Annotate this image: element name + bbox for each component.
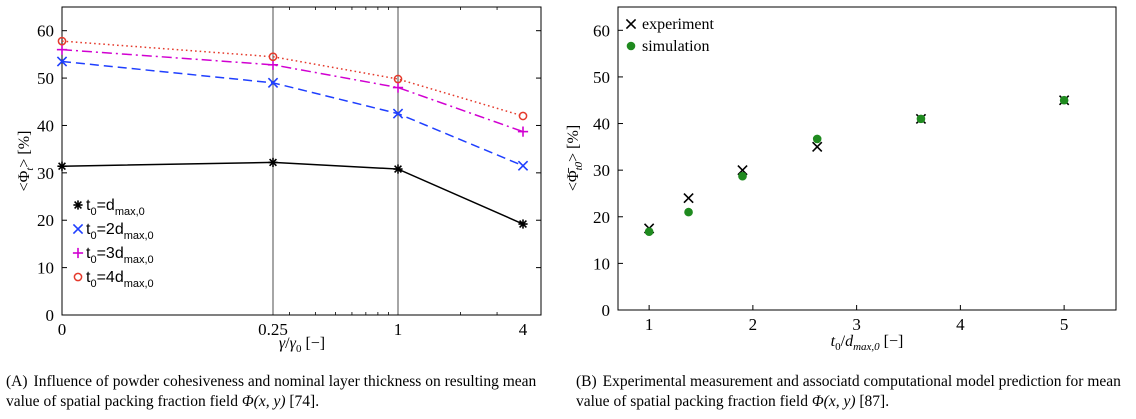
chart-a-series-line-4: [61, 40, 524, 117]
chart-a-point: [268, 157, 278, 168]
chart-a-point: [57, 36, 67, 46]
caption-a-ref: [74].: [285, 393, 320, 410]
chart-b-point-simulation: [684, 207, 693, 217]
chart-a-legend-marker: [73, 272, 83, 282]
chart-a-legend-label: t0=2dmax,0: [86, 221, 154, 242]
chart-a-legend-marker: [72, 223, 84, 235]
chart-a: 0 10 20 30 40 50 60 0 0.25 1 4 t0=dmax,0 t0=2dmax,…: [16, 6, 542, 355]
caption-b: (B) Experimental measurement and associat…: [576, 372, 1132, 412]
chart-a-point: [268, 52, 278, 62]
chart-b-xlabel: t0/dmax,0 [−]: [831, 333, 904, 353]
chart-b-xtick-label: 2: [749, 315, 758, 334]
chart-a-ytick-label: 40: [37, 116, 54, 135]
chart-b-legend-marker: [626, 41, 636, 51]
chart-a-xtick-label: 4: [519, 320, 528, 339]
caption-b-field: Φ(x, y): [811, 393, 856, 410]
chart-a-legend-label: t0=3dmax,0: [86, 245, 154, 266]
chart-b-point-simulation: [738, 171, 747, 181]
chart-a-series-line-1: [61, 161, 524, 225]
chart-a-ytick-label: 0: [46, 306, 55, 325]
caption-a-field: Φ(x, y): [241, 393, 286, 410]
chart-a-point: [392, 108, 404, 119]
chart-b-ytick-label: 60: [593, 21, 610, 40]
chart-a-point: [517, 160, 529, 171]
chart-a-series-line-2: [61, 60, 524, 167]
chart-a-point: [517, 126, 529, 137]
chart-a-ytick-label: 30: [37, 164, 54, 183]
chart-b-ytick-label: 10: [593, 254, 610, 273]
chart-a-series-line-3: [61, 48, 524, 133]
chart-b-xtick-label: 4: [956, 315, 965, 334]
caption-b-ref: [87].: [855, 393, 890, 410]
chart-b-legend-label: simulation: [642, 38, 710, 55]
caption-a-label: (A): [6, 373, 28, 390]
chart-a-point: [267, 77, 279, 88]
chart-a-ytick-label: 60: [37, 22, 54, 41]
chart-b-ytick-label: 50: [593, 68, 610, 87]
chart-a-ytick-label: 20: [37, 211, 54, 230]
chart-b-point-simulation: [1059, 95, 1069, 105]
chart-a-legend-marker: [72, 247, 84, 259]
chart-a-xtick-label: 1: [394, 320, 403, 339]
chart-b-ytick-label: 40: [593, 115, 610, 134]
chart-a-point: [393, 74, 403, 84]
chart-a-legend-label: t0=dmax,0: [86, 197, 145, 218]
caption-b-label: (B): [576, 373, 597, 390]
chart-a-point: [267, 59, 279, 70]
chart-a-ytick-label: 10: [37, 259, 54, 278]
chart-a-ytick-label: 50: [37, 69, 54, 88]
chart-a-point: [518, 111, 528, 121]
chart-b-ylabel: <Φ̄t0> [%]: [565, 125, 585, 191]
chart-b-point-simulation: [916, 114, 926, 124]
chart-b-point-simulation: [644, 227, 654, 236]
chart-a-plot-area: [61, 6, 542, 316]
chart-b-ytick-label: 0: [602, 301, 611, 320]
chart-b-point-experiment: [812, 141, 823, 153]
chart-a-point: [57, 161, 67, 171]
chart-b: 0 10 20 30 40 50 60 1 2 3 4 5 experiment simulation…: [565, 6, 1117, 353]
chart-b-ytick-label: 30: [593, 161, 610, 180]
chart-a-legend-marker: [73, 200, 83, 210]
chart-b-point-simulation: [812, 134, 822, 144]
chart-b-plot-area: [617, 6, 1117, 311]
chart-b-xtick-label: 1: [645, 315, 654, 334]
chart-b-xtick-label: 3: [852, 315, 861, 334]
chart-b-point-experiment: [683, 192, 694, 204]
chart-b-ytick-label: 20: [593, 208, 610, 227]
chart-b-xtick-label: 5: [1060, 315, 1069, 334]
caption-a-text: Influence of powder cohesiveness and nom…: [6, 373, 537, 410]
chart-a-point: [392, 82, 404, 93]
chart-a-point: [56, 56, 68, 67]
chart-a-xtick-label: 0: [58, 320, 67, 339]
chart-b-legend-marker: [625, 18, 637, 30]
chart-a-point: [56, 44, 68, 55]
chart-a-xtick-label: 0.25: [258, 320, 288, 339]
chart-a-xlabel: γ/γ0 [−]: [279, 335, 325, 355]
chart-a-ylabel: <Φt> [%]: [16, 131, 36, 192]
chart-b-legend-label: experiment: [642, 16, 715, 33]
caption-a: (A) Influence of powder cohesiveness and …: [6, 372, 561, 412]
caption-b-text: Experimental measurement and associatd c…: [576, 373, 1121, 410]
chart-a-point: [518, 219, 528, 229]
chart-a-point: [393, 164, 403, 174]
chart-a-legend-label: t0=4dmax,0: [86, 269, 154, 290]
